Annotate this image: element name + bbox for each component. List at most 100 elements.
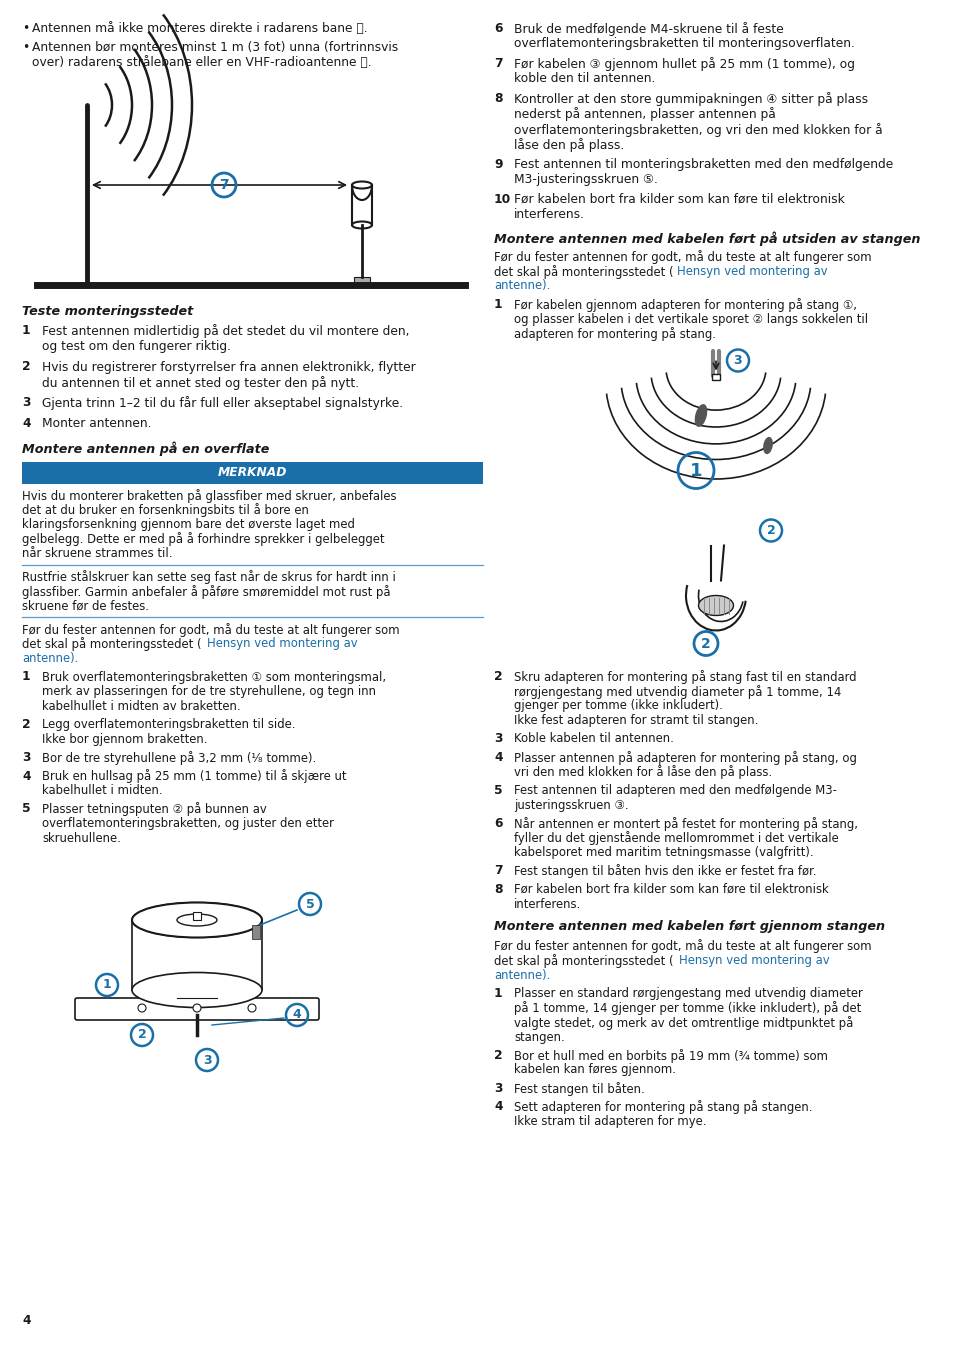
Text: MERKNAD: MERKNAD	[217, 466, 287, 480]
Text: 1: 1	[494, 298, 503, 311]
Text: Sett adapteren for montering på stang på stangen.: Sett adapteren for montering på stang på…	[514, 1100, 812, 1114]
Text: Gjenta trinn 1–2 til du får full eller akseptabel signalstyrke.: Gjenta trinn 1–2 til du får full eller a…	[42, 396, 403, 411]
Text: Koble kabelen til antennen.: Koble kabelen til antennen.	[514, 733, 674, 745]
Text: 4: 4	[22, 769, 31, 783]
Text: 7: 7	[494, 57, 503, 70]
Text: Plasser antennen på adapteren for montering på stang, og: Plasser antennen på adapteren for monter…	[514, 752, 857, 765]
Text: 2: 2	[137, 1029, 146, 1041]
Text: Fest antennen til adapteren med den medfølgende M3-: Fest antennen til adapteren med den medf…	[514, 784, 837, 797]
FancyBboxPatch shape	[75, 998, 319, 1020]
Text: 3: 3	[494, 1082, 502, 1095]
Ellipse shape	[695, 405, 707, 426]
Text: 2: 2	[494, 1049, 503, 1061]
Ellipse shape	[147, 909, 247, 931]
Text: Antennen bør monteres minst 1 m (3 fot) unna (fortrinnsvis: Antennen bør monteres minst 1 m (3 fot) …	[32, 40, 398, 54]
Text: skruene før de festes.: skruene før de festes.	[22, 599, 149, 613]
Text: Fest antennen til monteringsbraketten med den medfølgende: Fest antennen til monteringsbraketten me…	[514, 158, 893, 171]
Text: 5: 5	[22, 803, 31, 815]
Text: Montere antennen med kabelen ført gjennom stangen: Montere antennen med kabelen ført gjenno…	[494, 920, 885, 933]
Text: 3: 3	[494, 733, 502, 745]
Text: antenne).: antenne).	[22, 652, 79, 665]
Text: kabelsporet med maritim tetningsmasse (valgfritt).: kabelsporet med maritim tetningsmasse (v…	[514, 846, 814, 859]
Circle shape	[193, 1004, 201, 1012]
Text: 7: 7	[494, 865, 503, 877]
Text: Før kabelen gjennom adapteren for montering på stang ①,: Før kabelen gjennom adapteren for monter…	[514, 298, 857, 313]
Text: 10: 10	[494, 193, 512, 206]
Ellipse shape	[132, 973, 262, 1008]
Text: Bor et hull med en borbits på 19 mm (¾ tomme) som: Bor et hull med en borbits på 19 mm (¾ t…	[514, 1049, 828, 1063]
Text: Plasser en standard rørgjengestang med utvendig diameter: Plasser en standard rørgjengestang med u…	[514, 987, 863, 999]
Text: Skru adapteren for montering på stang fast til en standard: Skru adapteren for montering på stang fa…	[514, 671, 856, 684]
Text: Bruk de medfølgende M4-skruene til å feste: Bruk de medfølgende M4-skruene til å fes…	[514, 22, 783, 36]
Text: antenne).: antenne).	[494, 968, 550, 982]
Text: Ikke bor gjennom braketten.: Ikke bor gjennom braketten.	[42, 733, 207, 745]
Text: Ikke stram til adapteren for mye.: Ikke stram til adapteren for mye.	[514, 1115, 707, 1127]
Text: Før kabelen bort fra kilder som kan føre til elektronisk: Før kabelen bort fra kilder som kan føre…	[514, 193, 845, 206]
Text: det skal på monteringsstedet (: det skal på monteringsstedet (	[494, 265, 674, 279]
Text: Montere antennen på en overflate: Montere antennen på en overflate	[22, 442, 270, 457]
Circle shape	[138, 1004, 146, 1012]
Text: Før kabelen bort fra kilder som kan føre til elektronisk: Før kabelen bort fra kilder som kan føre…	[514, 884, 828, 896]
Text: klaringsforsenkning gjennom bare det øverste laget med: klaringsforsenkning gjennom bare det øve…	[22, 519, 355, 531]
Text: på 1 tomme, 14 gjenger per tomme (ikke inkludert), på det: på 1 tomme, 14 gjenger per tomme (ikke i…	[514, 1002, 861, 1016]
Text: Før du fester antennen for godt, må du teste at alt fungerer som: Før du fester antennen for godt, må du t…	[494, 251, 872, 264]
Text: 3: 3	[203, 1053, 211, 1067]
Text: når skruene strammes til.: når skruene strammes til.	[22, 547, 173, 560]
Text: 4: 4	[494, 752, 502, 764]
Ellipse shape	[132, 902, 262, 938]
Text: fyller du det gjenstående mellomrommet i det vertikale: fyller du det gjenstående mellomrommet i…	[514, 831, 839, 846]
Text: 2: 2	[701, 637, 710, 651]
Text: 1: 1	[103, 978, 111, 991]
Ellipse shape	[352, 182, 372, 189]
Text: nederst på antennen, plasser antennen på: nederst på antennen, plasser antennen på	[514, 108, 776, 121]
Text: 2: 2	[494, 671, 503, 683]
Text: Teste monteringsstedet: Teste monteringsstedet	[22, 304, 193, 318]
Ellipse shape	[177, 915, 217, 925]
Text: Hvis du registrerer forstyrrelser fra annen elektronikk, flytter: Hvis du registrerer forstyrrelser fra an…	[42, 361, 416, 373]
Text: 4: 4	[22, 418, 31, 430]
Text: Før kabelen ③ gjennom hullet på 25 mm (1 tomme), og: Før kabelen ③ gjennom hullet på 25 mm (1…	[514, 57, 855, 71]
Text: Montere antennen med kabelen ført på utsiden av stangen: Montere antennen med kabelen ført på uts…	[494, 230, 921, 245]
Text: Fest stangen til båten hvis den ikke er festet fra før.: Fest stangen til båten hvis den ikke er …	[514, 865, 817, 878]
Ellipse shape	[352, 221, 372, 229]
Text: 5: 5	[494, 784, 503, 797]
Text: det skal på monteringsstedet (: det skal på monteringsstedet (	[494, 954, 674, 968]
Ellipse shape	[137, 905, 257, 935]
Text: 2: 2	[767, 524, 776, 537]
Text: overflatemonteringsbraketten, og vri den med klokken for å: overflatemonteringsbraketten, og vri den…	[514, 123, 882, 137]
Text: Rustfrie stålskruer kan sette seg fast når de skrus for hardt inn i: Rustfrie stålskruer kan sette seg fast n…	[22, 571, 396, 585]
Bar	[193, 912, 201, 920]
Text: 7: 7	[219, 178, 228, 193]
Text: interferens.: interferens.	[514, 897, 581, 911]
Text: Hensyn ved montering av: Hensyn ved montering av	[677, 265, 828, 277]
Text: rørgjengestang med utvendig diameter på 1 tomme, 14: rørgjengestang med utvendig diameter på …	[514, 686, 841, 699]
Ellipse shape	[764, 438, 772, 454]
Text: Monter antennen.: Monter antennen.	[42, 418, 152, 430]
Text: over) radarens strålebane eller en VHF-radioantenne ⓦ.: over) radarens strålebane eller en VHF-r…	[32, 57, 372, 69]
Text: det skal på monteringsstedet (: det skal på monteringsstedet (	[22, 637, 202, 652]
Ellipse shape	[699, 595, 733, 616]
Text: 4: 4	[494, 1100, 502, 1114]
Text: overflatemonteringsbraketten, og juster den etter: overflatemonteringsbraketten, og juster …	[42, 818, 334, 830]
Text: Ikke fest adapteren for stramt til stangen.: Ikke fest adapteren for stramt til stang…	[514, 714, 758, 727]
Text: 8: 8	[494, 884, 502, 896]
Text: gjenger per tomme (ikke inkludert).: gjenger per tomme (ikke inkludert).	[514, 699, 723, 713]
Text: glassfiber. Garmin anbefaler å påføre smøremiddel mot rust på: glassfiber. Garmin anbefaler å påføre sm…	[22, 585, 391, 599]
Text: •: •	[22, 22, 29, 35]
Text: interferens.: interferens.	[514, 209, 585, 221]
Text: gelbelegg. Dette er med på å forhindre sprekker i gelbelegget: gelbelegg. Dette er med på å forhindre s…	[22, 532, 385, 547]
Text: og plasser kabelen i det vertikale sporet ② langs sokkelen til: og plasser kabelen i det vertikale spore…	[514, 313, 868, 326]
Text: 5: 5	[305, 897, 314, 911]
Text: merk av plasseringen for de tre styrehullene, og tegn inn: merk av plasseringen for de tre styrehul…	[42, 686, 376, 698]
Text: 3: 3	[22, 396, 31, 409]
Ellipse shape	[142, 907, 252, 933]
Text: adapteren for montering på stang.: adapteren for montering på stang.	[514, 327, 716, 341]
Text: kabelen kan føres gjennom.: kabelen kan føres gjennom.	[514, 1064, 676, 1076]
Text: •: •	[22, 40, 29, 54]
Text: 2: 2	[22, 718, 31, 731]
Text: 1: 1	[22, 325, 31, 338]
Text: valgte stedet, og merk av det omtrentlige midtpunktet på: valgte stedet, og merk av det omtrentlig…	[514, 1016, 853, 1030]
Text: Fest stangen til båten.: Fest stangen til båten.	[514, 1082, 645, 1096]
Text: Bruk en hullsag på 25 mm (1 tomme) til å skjære ut: Bruk en hullsag på 25 mm (1 tomme) til å…	[42, 769, 347, 784]
Text: kabelhullet i midten av braketten.: kabelhullet i midten av braketten.	[42, 699, 241, 713]
